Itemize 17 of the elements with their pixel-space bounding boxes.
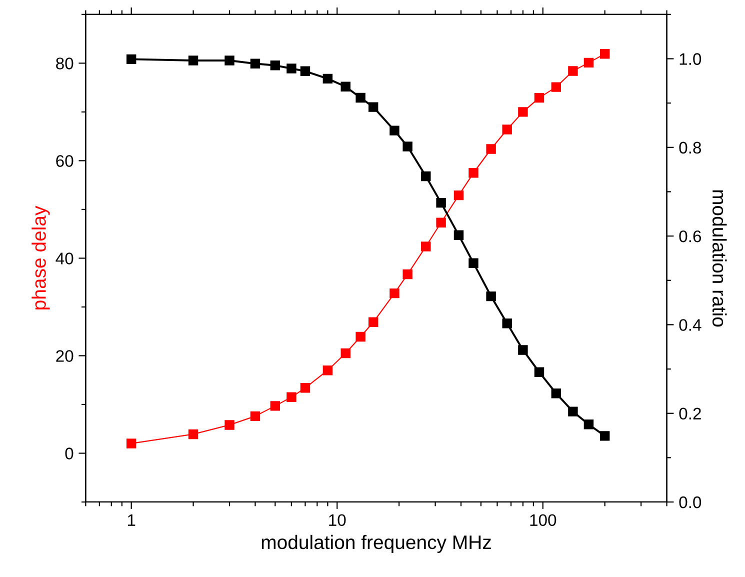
y2-axis-title: modulation ratio — [712, 190, 727, 327]
y-axis-title: phase delay — [32, 206, 50, 310]
y-tick-label: 20 — [56, 350, 74, 362]
x-tick-label: 10 — [329, 514, 346, 526]
x-tick-label: 100 — [530, 514, 556, 526]
y2-tick-label: 0.6 — [679, 230, 702, 242]
x-tick-label: 1 — [128, 514, 136, 526]
y2-tick-label: 1.0 — [680, 53, 702, 65]
y2-tick-label: 0.2 — [679, 408, 701, 420]
y2-tick-label: 0.4 — [679, 319, 702, 331]
y-tick-label: 60 — [56, 155, 74, 167]
y-tick-label: 80 — [56, 58, 74, 70]
y2-tick-label: 0.8 — [679, 142, 702, 154]
y2-tick-label: 0.0 — [679, 496, 702, 508]
x-axis-title: modulation frequency MHz — [262, 534, 491, 554]
y-tick-label: 0 — [65, 448, 74, 460]
y-tick-label: 40 — [56, 252, 74, 264]
